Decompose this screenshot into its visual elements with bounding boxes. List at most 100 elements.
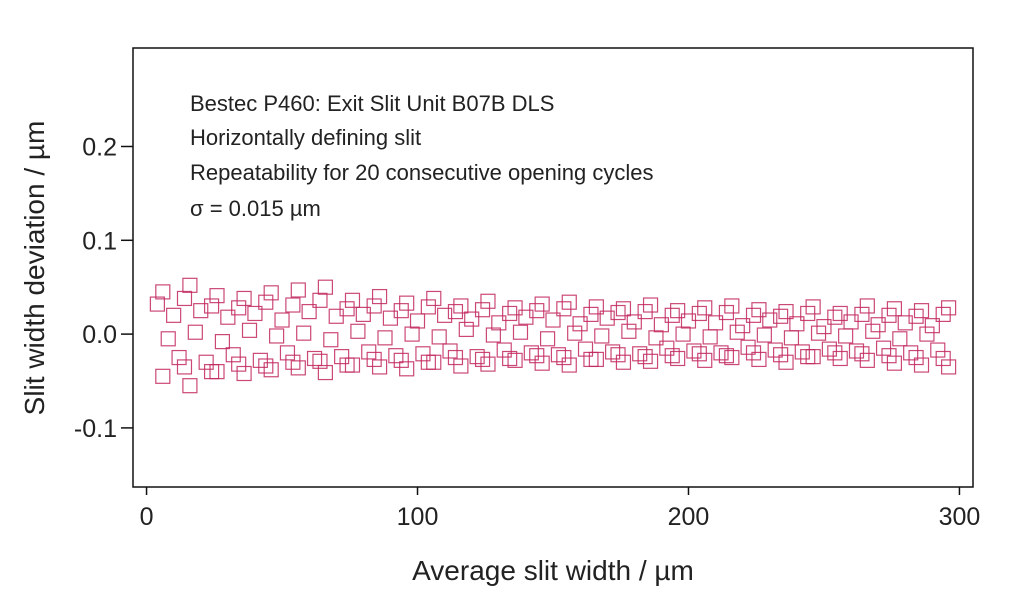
annotation-title: Bestec P460: Exit Slit Unit B07B DLS: [190, 91, 554, 116]
data-point: [149, 296, 165, 312]
data-point: [767, 342, 783, 358]
data-point: [323, 332, 339, 348]
data-point: [225, 347, 241, 363]
data-point: [724, 349, 740, 366]
annotation-repeatability: Repeatability for 20 consecutive opening…: [190, 160, 654, 185]
data-point: [366, 351, 382, 368]
data-point: [155, 368, 171, 384]
data-point: [908, 349, 924, 366]
data-point: [881, 348, 897, 364]
data-point: [718, 348, 735, 364]
data-point: [507, 300, 523, 316]
series-cycles-fill-b: [176, 345, 951, 380]
data-point: [610, 304, 626, 321]
data-point: [572, 316, 588, 332]
data-point: [344, 357, 361, 373]
data-point: [312, 353, 328, 369]
data-point: [290, 282, 306, 298]
data-point: [567, 325, 583, 341]
data-point: [670, 350, 686, 367]
data-point: [393, 303, 409, 319]
series-cycles-fill-a: [149, 290, 951, 325]
data-point: [718, 304, 735, 321]
data-point: [377, 330, 393, 346]
data-point: [599, 310, 615, 326]
data-point: [930, 342, 946, 358]
data-point: [686, 343, 702, 359]
data-point: [415, 346, 431, 362]
plot-frame: [132, 47, 974, 488]
data-point: [675, 326, 691, 342]
data-point: [312, 292, 328, 308]
y-tick-label: 0.2: [82, 133, 117, 161]
data-point: [827, 309, 843, 325]
data-point: [269, 328, 285, 344]
data-point: [496, 342, 512, 358]
data-point: [605, 344, 621, 360]
data-point: [653, 317, 669, 333]
data-point: [171, 349, 187, 366]
data-point: [502, 350, 518, 367]
data-point: [556, 301, 572, 317]
data-point: [756, 327, 772, 343]
data-point: [252, 352, 268, 368]
data-point: [626, 314, 642, 330]
data-point: [594, 328, 610, 344]
data-point: [203, 364, 220, 380]
data-point: [447, 349, 464, 366]
data-point: [539, 331, 556, 347]
data-point: [588, 351, 604, 368]
data-point: [485, 327, 501, 343]
data-point: [827, 345, 843, 361]
data-point: [166, 307, 182, 323]
data-point: [236, 365, 252, 382]
data-point: [480, 293, 496, 309]
data-point: [935, 350, 951, 367]
data-point: [426, 354, 442, 370]
x-tick-label: 300: [939, 503, 981, 531]
data-point: [615, 301, 632, 317]
data-point: [399, 361, 415, 377]
annotation-block: Bestec P460: Exit Slit Unit B07B DLS Hor…: [190, 91, 654, 221]
data-point: [453, 358, 469, 374]
data-point: [474, 302, 491, 318]
data-point: [258, 294, 274, 310]
data-point: [583, 306, 599, 323]
data-point: [740, 339, 756, 355]
data-point: [713, 345, 729, 361]
data-point: [209, 364, 225, 380]
data-point: [778, 303, 794, 320]
data-point: [458, 321, 474, 338]
data-point: [258, 358, 274, 374]
data-point: [810, 325, 827, 341]
data-point: [865, 323, 881, 339]
data-point: [187, 324, 203, 340]
data-point: [426, 290, 442, 307]
data-point: [474, 351, 491, 368]
data-point: [236, 290, 252, 307]
data-point: [838, 328, 854, 344]
data-point: [507, 352, 523, 368]
data-point: [783, 330, 800, 346]
data-point: [344, 292, 361, 308]
data-points: [149, 277, 957, 394]
series-cycles-mid: [160, 321, 935, 350]
data-point: [637, 349, 653, 365]
data-point: [263, 285, 279, 301]
data-point: [832, 305, 848, 322]
x-tick-label: 200: [668, 503, 710, 531]
data-point: [670, 303, 686, 319]
data-point: [464, 311, 480, 327]
data-point: [339, 357, 355, 373]
data-point: [290, 360, 306, 376]
data-point: [334, 349, 350, 365]
data-point: [350, 323, 366, 339]
data-point: [854, 306, 870, 323]
data-point: [371, 288, 388, 305]
data-point: [691, 346, 707, 362]
data-point: [621, 323, 637, 339]
data-point: [702, 329, 718, 345]
data-point: [274, 312, 290, 328]
x-axis-label: Average slit width / µm: [412, 555, 694, 586]
data-point: [247, 305, 263, 322]
